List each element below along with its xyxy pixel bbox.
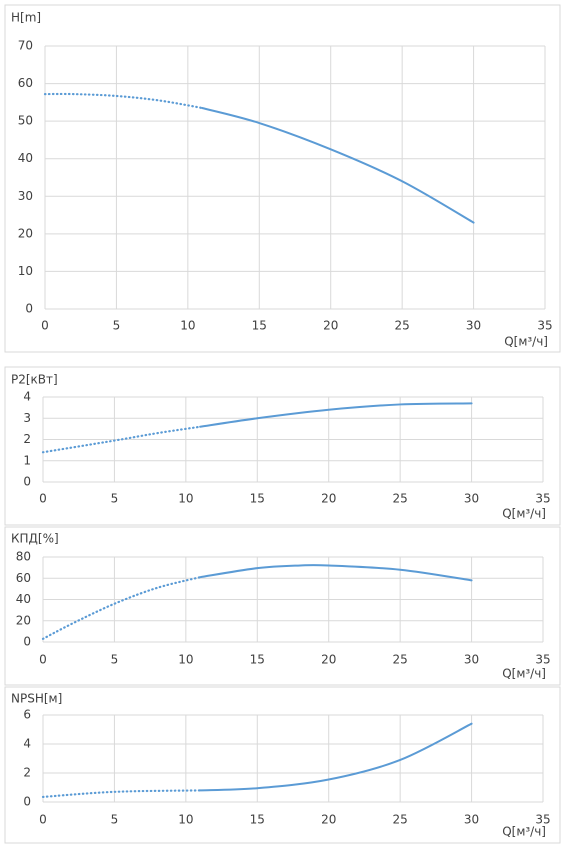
x-tick-label: 10 <box>178 653 193 667</box>
y-tick-label: 40 <box>16 592 31 606</box>
line-series <box>199 564 473 582</box>
y-tick-label: 0 <box>25 302 33 316</box>
x-tick-label: 15 <box>250 813 265 827</box>
axis-title: H[m] <box>11 11 41 25</box>
y-tick-label: 70 <box>18 39 33 53</box>
x-tick-label: 0 <box>39 653 47 667</box>
y-tick-label: 80 <box>16 550 31 564</box>
y-tick-label: 40 <box>18 151 33 165</box>
x-tick-label: 5 <box>113 319 121 333</box>
x-axis-label: Q[м³/ч] <box>502 507 546 521</box>
x-tick-label: 20 <box>323 319 338 333</box>
x-tick-label: 20 <box>321 813 336 827</box>
panel <box>4 366 561 526</box>
x-tick-label: 5 <box>111 813 119 827</box>
y-tick-label: 4 <box>23 390 31 404</box>
x-axis-label: Q[м³/ч] <box>502 825 546 839</box>
axis-title: P2[кВт] <box>11 373 58 387</box>
y-tick-label: 60 <box>16 571 31 585</box>
panel <box>4 686 561 844</box>
line-series <box>199 722 473 792</box>
x-tick-label: 35 <box>535 492 550 506</box>
y-tick-label: 2 <box>23 432 31 446</box>
line-series <box>41 576 202 640</box>
y-tick-label: 30 <box>18 189 33 203</box>
x-tick-label: 25 <box>393 813 408 827</box>
x-tick-label: 15 <box>252 319 267 333</box>
y-tick-label: 0 <box>23 475 31 489</box>
panel <box>4 526 561 686</box>
line-series <box>43 92 204 110</box>
x-tick-label: 30 <box>464 653 479 667</box>
y-tick-label: 6 <box>23 708 31 722</box>
y-tick-label: 20 <box>16 613 31 627</box>
y-tick-label: 3 <box>23 411 31 425</box>
x-tick-label: 35 <box>537 319 552 333</box>
line-series <box>201 106 475 224</box>
x-tick-label: 30 <box>464 813 479 827</box>
x-axis-label: Q[м³/ч] <box>502 667 546 681</box>
x-tick-label: 0 <box>39 492 47 506</box>
x-tick-label: 25 <box>393 653 408 667</box>
axis-title: КПД[%] <box>11 532 59 546</box>
y-tick-label: 2 <box>23 766 31 780</box>
x-tick-label: 35 <box>535 653 550 667</box>
x-tick-label: 10 <box>178 492 193 506</box>
y-tick-label: 60 <box>18 76 33 90</box>
x-tick-label: 35 <box>535 813 550 827</box>
y-tick-label: 0 <box>23 635 31 649</box>
x-tick-label: 0 <box>41 319 49 333</box>
x-tick-label: 20 <box>321 492 336 506</box>
line-series <box>199 402 473 428</box>
x-axis-label: Q[м³/ч] <box>504 335 548 349</box>
x-tick-label: 25 <box>395 319 410 333</box>
x-tick-label: 15 <box>250 653 265 667</box>
x-tick-label: 10 <box>180 319 195 333</box>
panel <box>4 4 561 353</box>
x-tick-label: 30 <box>464 492 479 506</box>
y-tick-label: 10 <box>18 264 33 278</box>
line-series <box>41 789 202 799</box>
y-tick-label: 0 <box>23 795 31 809</box>
axis-title: NPSH[м] <box>11 692 62 706</box>
x-tick-label: 0 <box>39 813 47 827</box>
x-tick-label: 25 <box>393 492 408 506</box>
x-tick-label: 10 <box>178 813 193 827</box>
x-tick-label: 15 <box>250 492 265 506</box>
y-tick-label: 4 <box>23 737 31 751</box>
y-tick-label: 20 <box>18 226 33 240</box>
x-tick-label: 30 <box>466 319 481 333</box>
y-tick-label: 50 <box>18 114 33 128</box>
x-tick-label: 5 <box>111 492 119 506</box>
x-tick-label: 20 <box>321 653 336 667</box>
x-tick-label: 5 <box>111 653 119 667</box>
line-series <box>41 425 202 454</box>
y-tick-label: 1 <box>23 453 31 467</box>
